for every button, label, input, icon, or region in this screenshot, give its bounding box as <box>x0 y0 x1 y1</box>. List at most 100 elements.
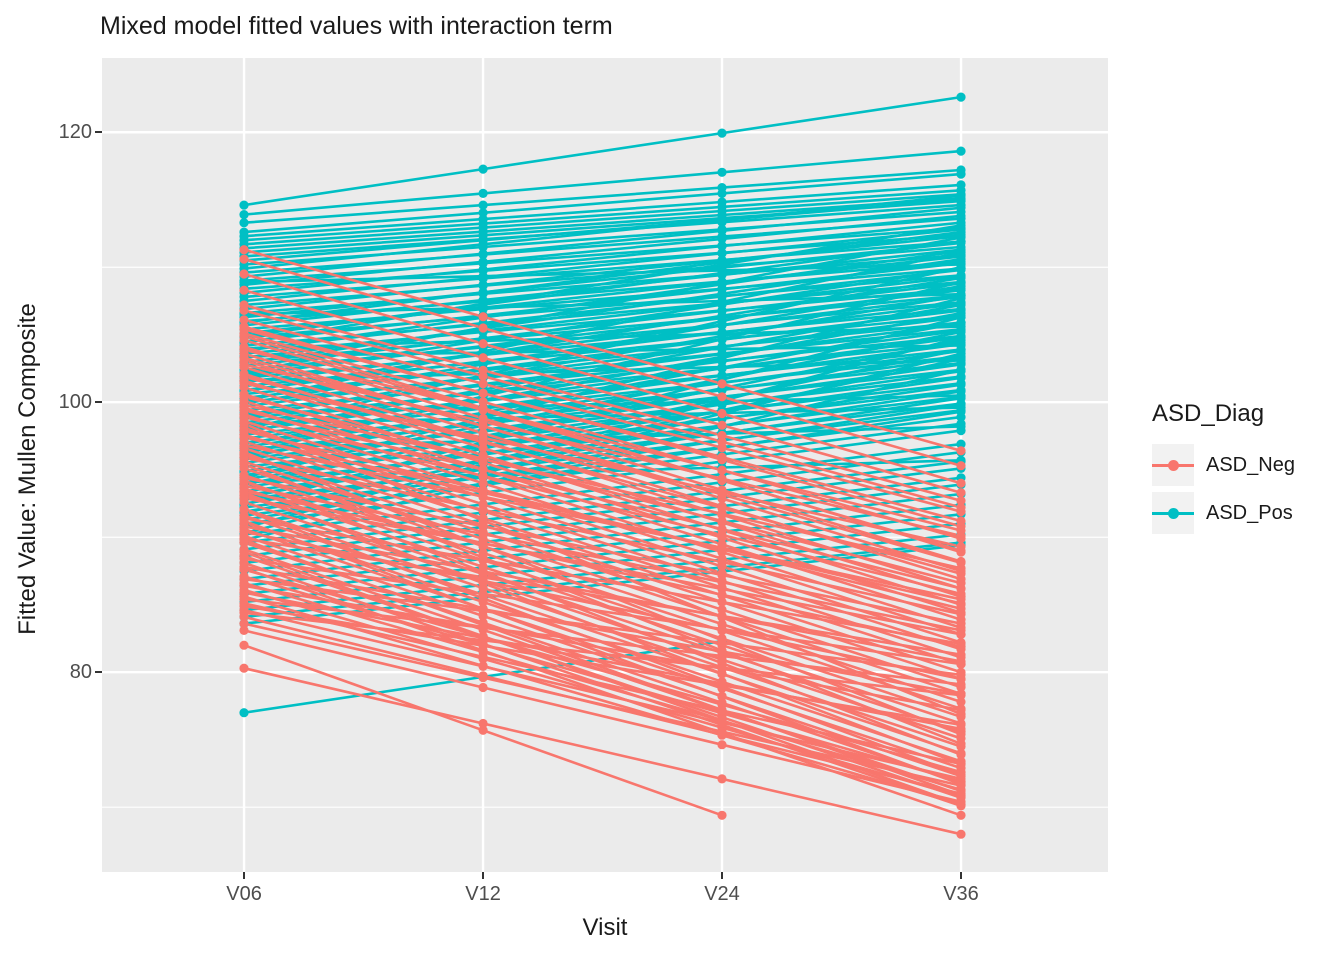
subject-point-asd_pos <box>956 349 966 359</box>
subject-point-asd_neg <box>239 663 249 673</box>
subject-line-asd_pos <box>243 241 962 319</box>
subject-line-asd_pos <box>243 263 962 284</box>
subject-line-asd_neg <box>243 409 962 590</box>
subject-point-asd_neg <box>239 359 249 369</box>
subject-point-asd_neg <box>956 583 966 594</box>
subject-point-asd_neg <box>478 471 488 481</box>
subject-point-asd_pos <box>717 167 727 177</box>
subject-line-asd_pos <box>243 183 962 238</box>
subject-point-asd_neg <box>956 604 966 614</box>
subject-point-asd_pos <box>717 128 727 138</box>
subject-point-asd_neg <box>478 725 488 735</box>
subject-line-asd_neg <box>243 591 962 731</box>
subject-point-asd_neg <box>717 646 727 656</box>
subject-point-asd_neg <box>717 625 727 635</box>
subject-point-asd_neg <box>717 740 727 750</box>
subject-point-asd_neg <box>717 678 727 689</box>
subject-point-asd_neg <box>717 474 727 484</box>
subject-point-asd_neg <box>478 388 488 398</box>
subject-point-asd_neg <box>717 509 727 519</box>
subject-point-asd_pos <box>956 211 966 221</box>
subject-line-asd_neg <box>243 565 962 696</box>
subject-point-asd_pos <box>717 362 727 372</box>
subject-point-asd_neg <box>956 750 966 760</box>
subject-point-asd_neg <box>717 420 727 430</box>
subject-point-asd_pos <box>478 239 488 249</box>
subject-point-asd_neg <box>478 454 488 464</box>
subject-line-asd_neg <box>243 318 962 513</box>
subject-point-asd_pos <box>956 259 966 270</box>
subject-point-asd_pos <box>478 271 488 281</box>
subject-point-asd_neg <box>956 656 966 667</box>
subject-point-asd_neg <box>717 544 727 554</box>
subject-line-asd_pos <box>243 325 962 350</box>
subject-line-asd_neg <box>243 490 962 648</box>
subject-point-asd_pos <box>717 277 727 288</box>
subject-point-asd_neg <box>239 331 249 341</box>
subject-line-asd_pos <box>243 198 962 262</box>
x-tick-mark <box>720 872 723 879</box>
subject-point-asd_pos <box>956 92 966 102</box>
subject-line-asd_neg <box>243 413 962 644</box>
subject-point-asd_neg <box>239 608 249 618</box>
subject-point-asd_pos <box>717 344 727 354</box>
legend: ASD_Diag ASD_Neg ASD_Pos <box>1152 400 1295 540</box>
subject-point-asd_neg <box>717 379 727 389</box>
subject-point-asd_pos <box>956 146 966 156</box>
subject-point-asd_pos <box>956 191 966 201</box>
subject-line-asd_pos <box>243 240 962 338</box>
subject-point-asd_neg <box>956 525 966 536</box>
legend-item-asd-neg: ASD_Neg <box>1152 444 1295 486</box>
subject-line-asd_neg <box>243 519 962 786</box>
subject-point-asd_pos <box>239 708 249 718</box>
x-tick-mark <box>482 872 485 879</box>
subject-point-asd_neg <box>478 353 488 363</box>
subject-point-asd_neg <box>478 478 488 488</box>
subject-point-asd_neg <box>717 557 727 567</box>
subject-line-asd_neg <box>243 334 962 554</box>
subject-point-asd_neg <box>239 345 249 355</box>
subject-point-asd_neg <box>717 597 727 607</box>
subject-point-asd_neg <box>956 697 966 707</box>
subject-point-asd_pos <box>478 208 488 218</box>
subject-point-asd_neg <box>239 353 249 363</box>
subject-point-asd_pos <box>478 264 488 275</box>
plot-area <box>102 58 1108 872</box>
legend-item-asd-pos: ASD_Pos <box>1152 492 1295 534</box>
subject-point-asd_neg <box>717 664 727 674</box>
x-tick-mark <box>243 872 246 879</box>
subject-line-asd_pos <box>243 221 962 295</box>
subject-line-asd_pos <box>243 95 962 207</box>
subject-point-asd_neg <box>478 417 488 427</box>
subject-point-asd_neg <box>717 437 727 447</box>
subject-line-asd_pos <box>243 297 962 480</box>
subject-line-asd_pos <box>243 359 962 382</box>
subject-line-asd_neg <box>243 467 962 704</box>
subject-point-asd_neg <box>478 492 488 502</box>
y-tick-label: 100 <box>58 391 92 414</box>
subject-point-asd_neg <box>956 770 966 780</box>
subject-point-asd_neg <box>239 625 249 636</box>
subject-point-asd_neg <box>478 516 488 526</box>
subject-point-asd_neg <box>956 516 966 526</box>
subject-point-asd_neg <box>956 781 966 791</box>
subject-point-asd_neg <box>956 759 966 769</box>
subject-point-asd_neg <box>478 604 488 614</box>
subject-point-asd_neg <box>717 577 727 587</box>
subject-point-asd_neg <box>239 440 249 450</box>
subject-line-asd_neg <box>243 257 962 467</box>
subject-point-asd_neg <box>239 378 249 388</box>
legend-label-asd-neg: ASD_Neg <box>1206 453 1295 476</box>
subject-line-asd_pos <box>243 214 962 287</box>
subject-point-asd_neg <box>956 488 966 498</box>
subject-point-asd_neg <box>956 461 966 471</box>
subject-line-asd_neg <box>243 450 962 736</box>
y-tick-label: 120 <box>58 121 92 144</box>
subject-line-asd_neg <box>243 500 962 740</box>
subject-point-asd_neg <box>956 674 966 684</box>
subject-point-asd_pos <box>717 226 727 236</box>
subject-point-asd_neg <box>478 718 488 729</box>
legend-title: ASD_Diag <box>1152 400 1265 427</box>
subject-point-asd_pos <box>478 303 488 313</box>
subject-point-asd_pos <box>956 380 966 390</box>
